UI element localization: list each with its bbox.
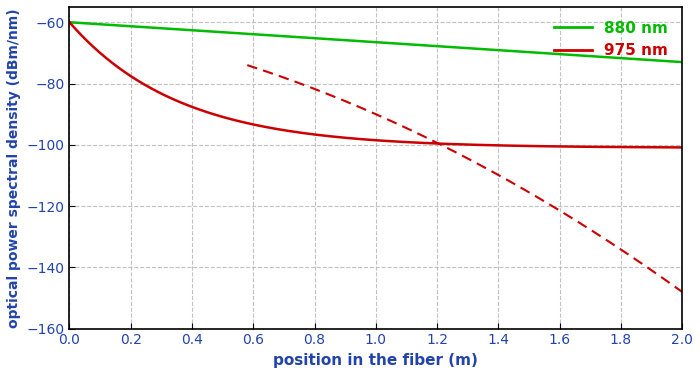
Y-axis label: optical power spectral density (dBm/nm): optical power spectral density (dBm/nm) [7,8,21,328]
X-axis label: position in the fiber (m): position in the fiber (m) [274,353,478,368]
Legend: 880 nm, 975 nm: 880 nm, 975 nm [548,15,675,64]
